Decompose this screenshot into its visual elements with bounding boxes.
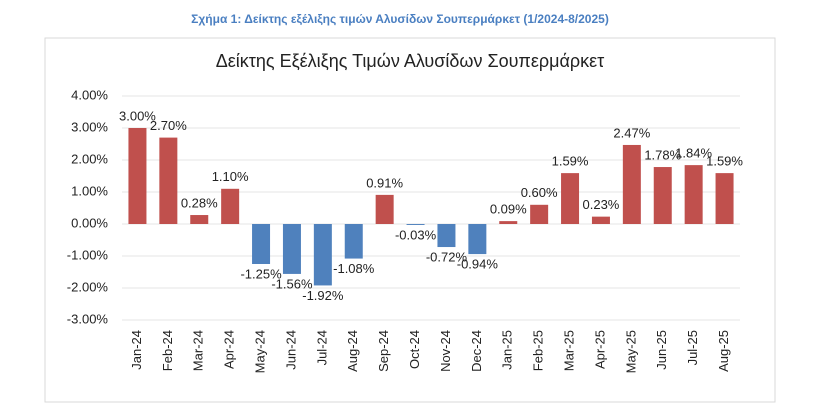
x-tick-label: Feb-24	[160, 330, 175, 371]
y-tick-label: 1.00%	[71, 183, 108, 198]
data-label: -0.94%	[457, 257, 499, 272]
bar	[499, 221, 518, 224]
data-label: 0.09%	[490, 202, 527, 217]
bar	[684, 165, 703, 224]
x-tick-label: Aug-24	[345, 330, 360, 372]
y-tick-label: -1.00%	[67, 247, 109, 262]
bar	[530, 204, 549, 224]
x-tick-label: May-25	[623, 330, 638, 373]
bar	[252, 224, 271, 264]
x-tick-label: Jun-25	[654, 330, 669, 370]
data-label: -1.25%	[240, 266, 282, 281]
data-label: 1.10%	[212, 169, 249, 184]
data-label: 0.60%	[521, 185, 558, 200]
y-tick-label: 0.00%	[71, 215, 108, 230]
data-label: 1.59%	[706, 154, 743, 169]
data-label: -1.08%	[333, 261, 375, 276]
chart-title: Δείκτης Εξέλιξης Τιμών Αλυσίδων Σουπερμά…	[216, 51, 605, 71]
bar	[221, 188, 240, 224]
data-label: 1.59%	[552, 154, 589, 169]
bar	[591, 216, 610, 224]
bar	[128, 128, 147, 224]
bar	[715, 173, 734, 224]
data-label: 2.70%	[150, 118, 187, 133]
bar	[375, 194, 394, 224]
x-tick-label: Nov-24	[438, 330, 453, 372]
x-tick-label: Aug-25	[716, 330, 731, 372]
data-label: -1.56%	[271, 276, 313, 291]
x-tick-label: May-24	[252, 330, 267, 373]
y-tick-label: 4.00%	[71, 87, 108, 102]
bar	[406, 224, 425, 225]
data-label: -0.03%	[395, 227, 437, 242]
data-label: 3.00%	[119, 108, 156, 123]
bar	[653, 167, 672, 224]
x-tick-label: Jan-25	[500, 330, 515, 370]
x-tick-label: Mar-25	[561, 330, 576, 371]
x-tick-label: Oct-24	[407, 330, 422, 369]
bar	[159, 137, 178, 224]
data-label: -0.72%	[426, 249, 468, 264]
bar	[190, 215, 209, 224]
data-label: -1.92%	[302, 288, 344, 303]
data-label: 0.28%	[181, 195, 218, 210]
y-tick-label: -2.00%	[67, 279, 109, 294]
x-tick-label: Jul-25	[685, 330, 700, 365]
bar	[344, 224, 363, 259]
x-tick-label: Apr-25	[592, 330, 607, 369]
data-label: 0.91%	[366, 175, 403, 190]
x-tick-label: Feb-25	[531, 330, 546, 371]
x-tick-label: Sep-24	[376, 330, 391, 372]
data-label: 2.47%	[613, 125, 650, 140]
data-label: 1.78%	[644, 147, 681, 162]
bar	[282, 224, 301, 274]
data-label: 0.23%	[583, 197, 620, 212]
x-tick-label: Dec-24	[469, 330, 484, 372]
x-tick-label: Jun-24	[283, 330, 298, 370]
y-tick-label: 3.00%	[71, 119, 108, 134]
x-tick-label: Mar-24	[191, 330, 206, 371]
data-label: 1.84%	[675, 146, 712, 161]
x-tick-label: Apr-24	[222, 330, 237, 369]
bar	[468, 224, 487, 255]
y-tick-label: -3.00%	[67, 311, 109, 326]
bar	[561, 173, 580, 224]
bar	[313, 224, 332, 286]
bar	[437, 224, 456, 248]
y-tick-label: 2.00%	[71, 151, 108, 166]
caption: Σχήμα 1: Δείκτης εξέλιξης τιμών Αλυσίδων…	[191, 12, 609, 26]
x-tick-label: Jul-24	[314, 330, 329, 365]
x-tick-label: Jan-24	[129, 330, 144, 370]
bar	[622, 144, 641, 224]
